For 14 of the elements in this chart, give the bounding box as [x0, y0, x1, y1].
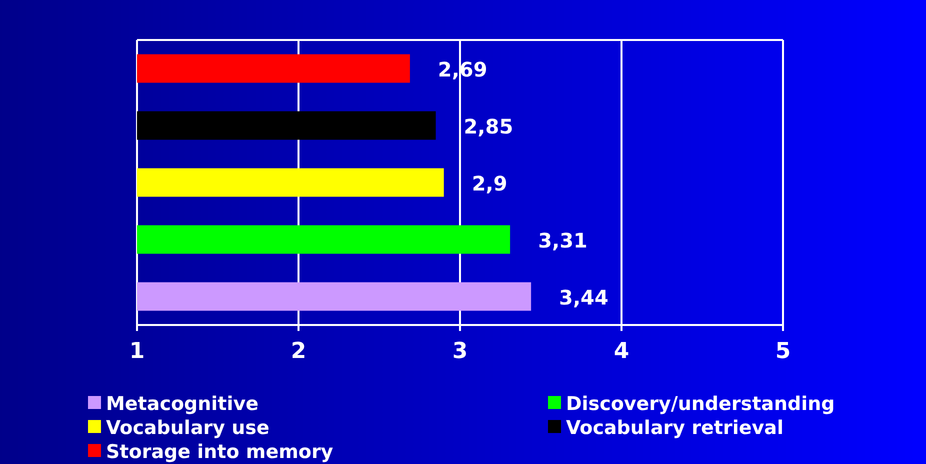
x-tick-label: 4: [614, 339, 630, 364]
legend-label: Discovery/understanding: [566, 393, 835, 415]
x-tick-label: 5: [775, 339, 791, 364]
data-label: 2,9: [472, 172, 508, 196]
data-label: 3,31: [538, 228, 588, 252]
x-tick-label: 2: [290, 339, 306, 364]
data-label: 3,44: [559, 286, 608, 310]
data-label: 2,85: [464, 114, 514, 138]
x-tick-label: 3: [452, 339, 468, 364]
x-tick-label: 1: [129, 339, 145, 364]
legend-label: Vocabulary use: [106, 417, 270, 439]
legend-label: Vocabulary retrieval: [566, 417, 784, 439]
legend-label: Storage into memory: [106, 441, 334, 463]
legend-label: Metacognitive: [106, 393, 259, 415]
